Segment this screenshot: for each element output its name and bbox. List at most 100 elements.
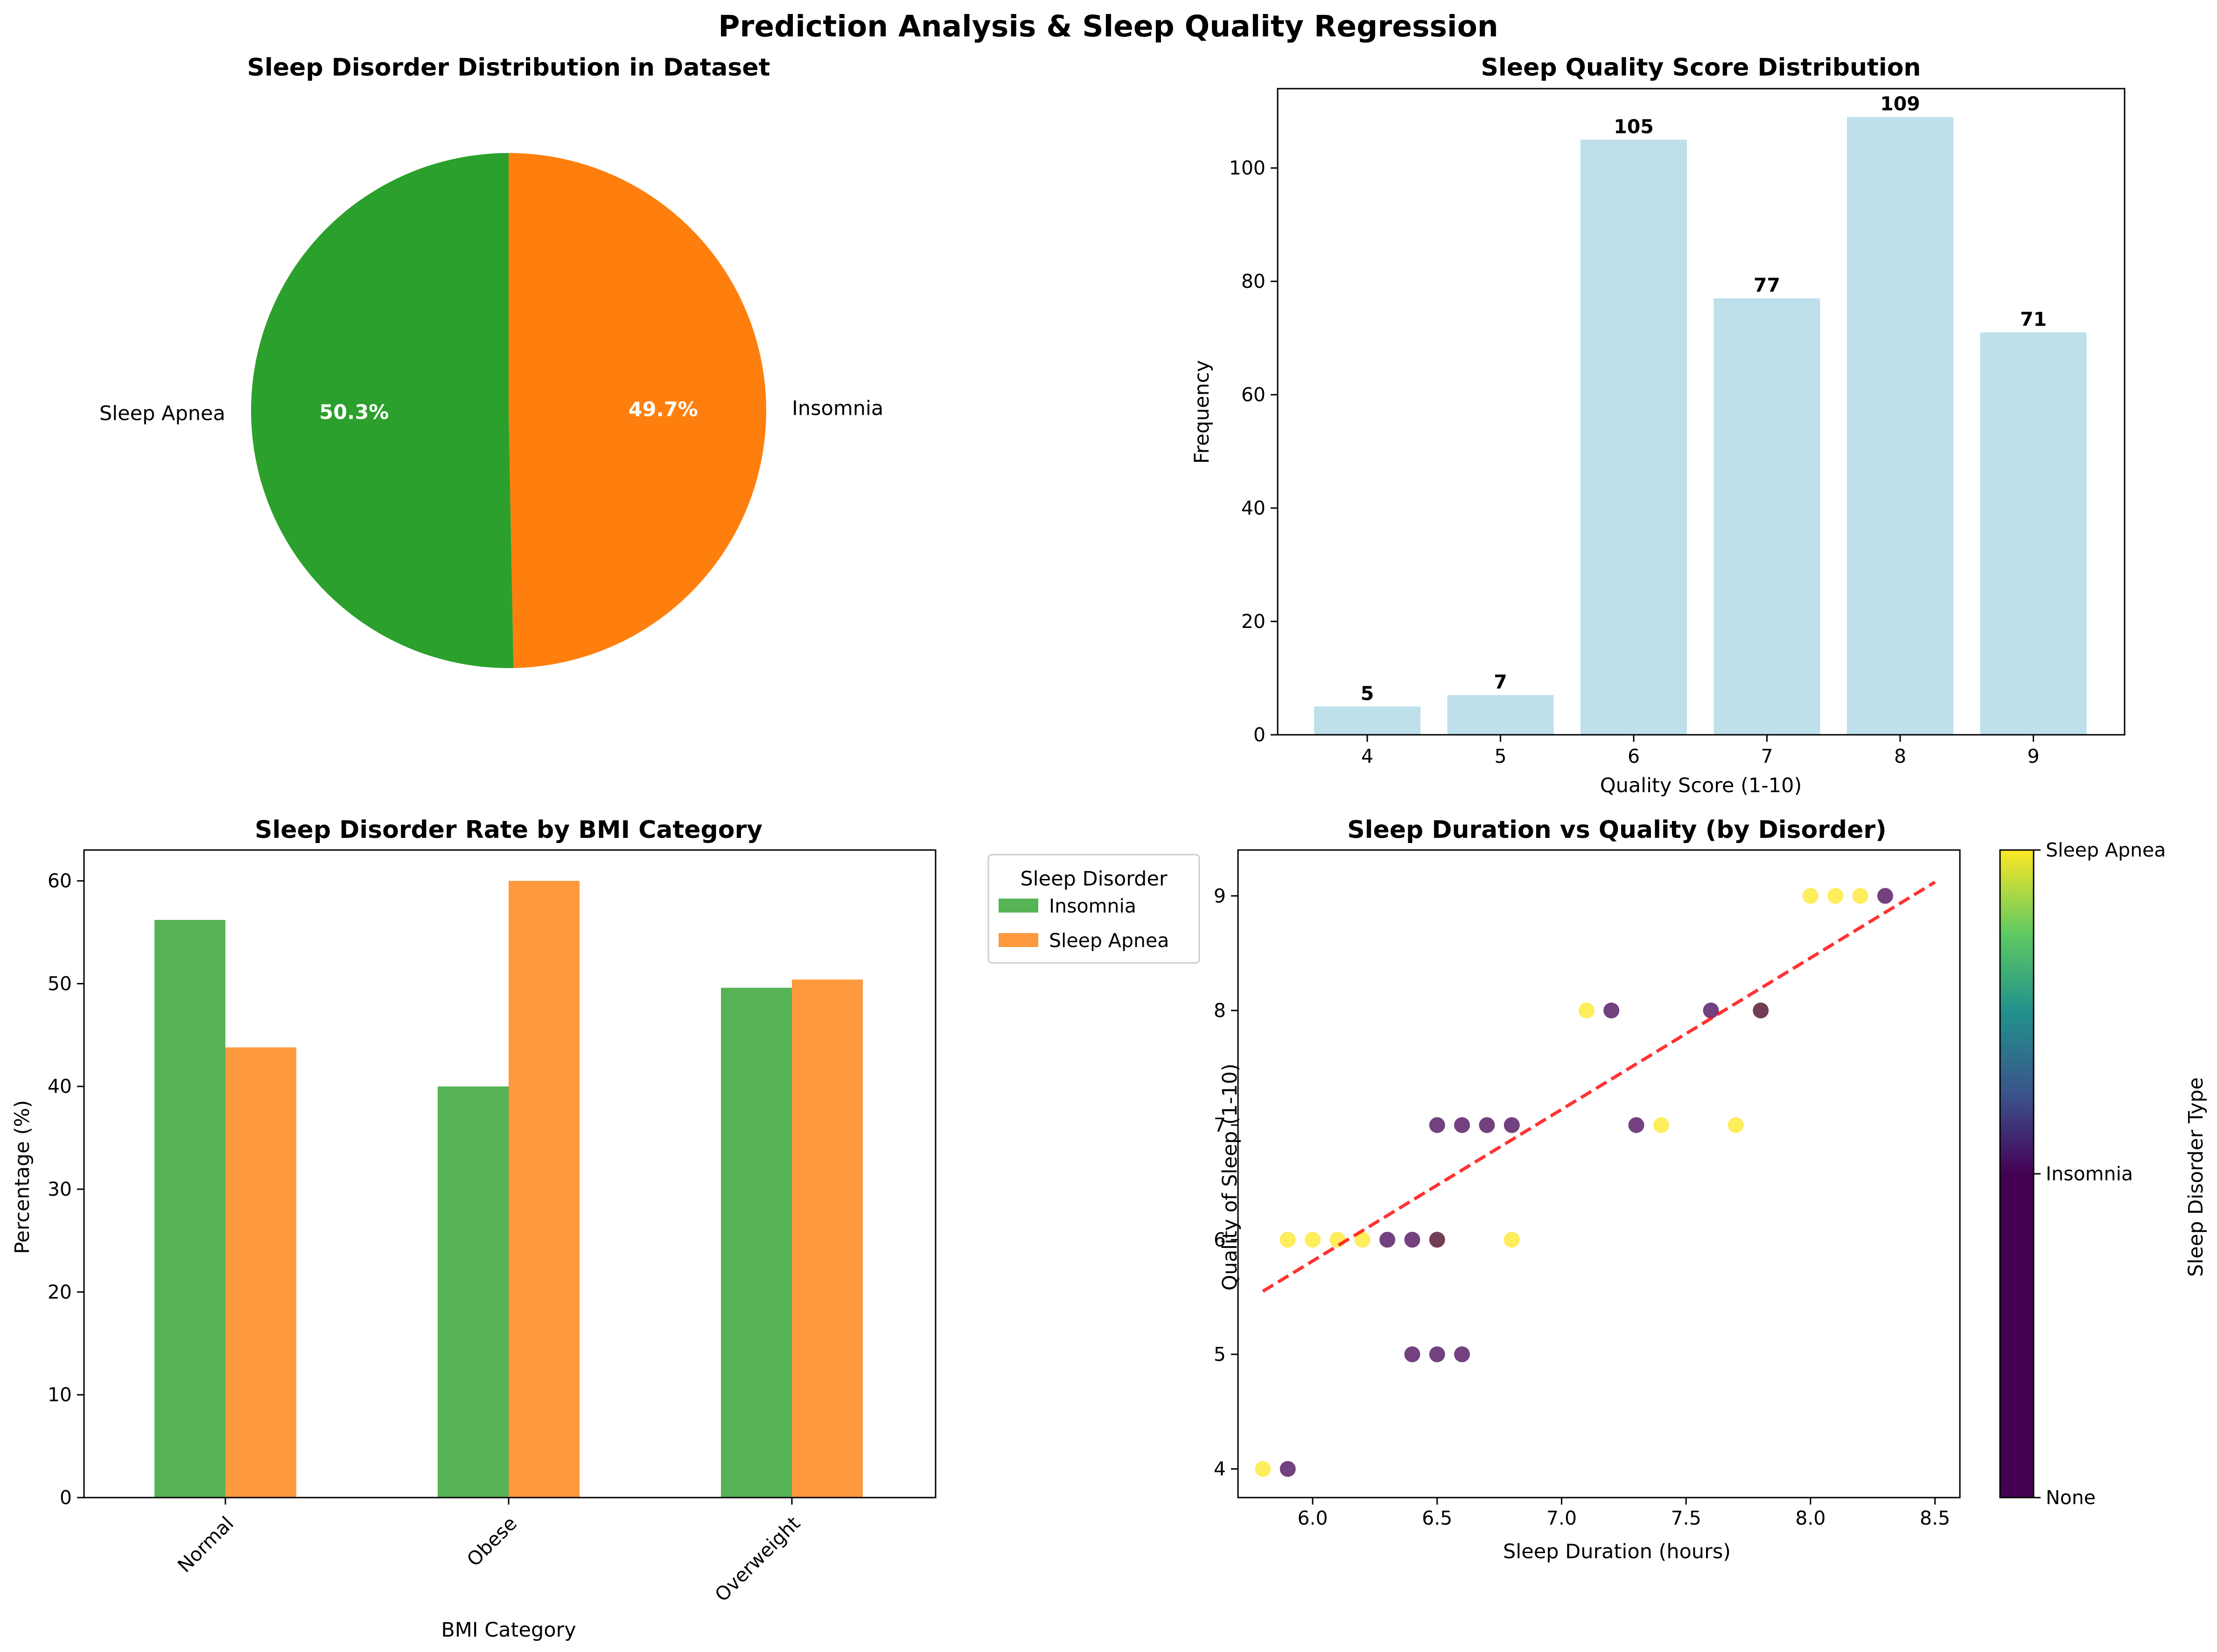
scatter-ytick-label: 9 [1214,885,1226,907]
scatter-point [1827,888,1844,904]
hist-ytick-label: 20 [1241,610,1266,633]
bmi-ytick-label: 60 [48,870,72,892]
scatter-point [1703,1002,1719,1018]
scatter-point [1280,1232,1296,1248]
hist-xtick-label: 7 [1761,745,1773,767]
pie-pct-sleep-apnea: 50.3% [319,401,389,424]
bmi-ytick-label: 40 [48,1075,72,1098]
pie-chart: Sleep Disorder Distribution in Dataset I… [99,54,883,669]
scatter-xtick-label: 7.5 [1671,1507,1701,1529]
scatter-xtick-label: 8.5 [1920,1507,1950,1529]
hist-xtick-label: 9 [2027,745,2039,767]
scatter-axes: 6.0 6.5 7.0 7.5 8.0 8.5 4 5 6 7 8 9 [1214,849,1961,1529]
pie-labels: Insomnia 49.7% Sleep Apnea 50.3% [99,397,883,425]
hist-ytick-label: 0 [1253,724,1266,746]
scatter-point [1603,1002,1620,1018]
bmi-bar-sleep-apnea-overweight [792,979,863,1498]
scatter-point [1404,1346,1420,1362]
scatter-ytick-label: 7 [1214,1114,1226,1136]
hist-bar-6 [1581,139,1687,735]
hist-bar-7 [1713,298,1820,735]
bmi-bar-sleep-apnea-normal [225,1047,296,1498]
scatter-point [1454,1117,1470,1133]
pie-slices [251,153,767,669]
bmi-ytick-label: 10 [48,1384,72,1406]
hist-frame [1277,88,2126,736]
bmi-bar-sleep-apnea-obese [509,881,580,1498]
bmi-xlabel: BMI Category [441,1618,576,1642]
hist-value-label: 5 [1361,682,1374,704]
hist-xtick-label: 8 [1894,745,1906,767]
pie-slice-sleep-apnea [251,153,514,669]
colorbar: None Insomnia Sleep Apnea [1999,839,2166,1509]
bmi-bar-insomnia-obese [438,1086,509,1498]
scatter-point [1280,1461,1296,1477]
scatter-title: Sleep Duration vs Quality (by Disorder) [1347,816,1887,844]
scatter-point [1852,888,1868,904]
hist-value-label: 71 [2020,308,2047,330]
bmi-frame [83,849,937,1499]
legend-swatch-insomnia [999,899,1038,913]
scatter-point [1504,1232,1520,1248]
colorbar-tick-label: Insomnia [2046,1163,2133,1185]
bmi-xtick-label: Obese [462,1512,521,1571]
pie-label-sleep-apnea: Sleep Apnea [99,402,225,425]
legend-swatch-sleep-apnea [999,933,1038,947]
scatter-point [1479,1117,1495,1133]
hist-ytick-label: 100 [1229,157,1266,179]
scatter-xlabel: Sleep Duration (hours) [1503,1540,1731,1563]
scatter-point [1429,1346,1445,1362]
hist-ylabel: Frequency [1190,360,1214,464]
bmi-ylabel: Percentage (%) [11,1100,34,1254]
scatter-point [1329,1232,1346,1248]
bmi-ytick-label: 0 [60,1486,72,1509]
scatter-ytick-label: 5 [1214,1343,1226,1366]
colorbar-tick-label: Sleep Apnea [2046,839,2166,861]
colorbar-gradient [2000,850,2034,1498]
hist-ytick-label: 40 [1241,497,1266,519]
legend-label-sleep-apnea: Sleep Apnea [1049,929,1169,952]
scatter-point [1429,1232,1445,1248]
scatter-xtick-label: 6.5 [1422,1507,1452,1529]
hist-value-label: 77 [1754,274,1780,297]
duration-quality-scatter: Sleep Duration vs Quality (by Disorder) … [1214,816,2208,1563]
hist-bar-8 [1847,117,1953,735]
hist-value-label: 7 [1494,671,1507,693]
scatter-point [1877,888,1893,904]
hist-title: Sleep Quality Score Distribution [1481,54,1921,82]
bmi-bars [154,881,863,1498]
pie-pct-insomnia: 49.7% [629,398,698,421]
scatter-point [1454,1346,1470,1362]
colorbar-label: Sleep Disorder Type [2184,1077,2208,1277]
scatter-point [1753,1002,1769,1018]
scatter-ytick-label: 4 [1214,1458,1226,1480]
scatter-point [1429,1117,1445,1133]
hist-xtick-label: 6 [1628,745,1640,767]
scatter-point [1404,1232,1420,1248]
hist-ytick-label: 60 [1241,383,1266,406]
scatter-xtick-label: 8.0 [1795,1507,1825,1529]
bmi-ytick-label: 20 [48,1281,72,1303]
hist-ytick-label: 80 [1241,270,1266,293]
colorbar-tick-label: None [2046,1486,2096,1509]
scatter-point [1653,1117,1669,1133]
pie-title: Sleep Disorder Distribution in Dataset [247,54,770,82]
scatter-point [1578,1002,1595,1018]
scatter-point [1628,1117,1644,1133]
bmi-bar-insomnia-normal [154,920,225,1498]
scatter-ytick-label: 8 [1214,999,1226,1022]
hist-value-label: 105 [1614,115,1654,138]
hist-bars: 5 7 105 77 109 71 [1314,93,2087,735]
hist-bar-4 [1314,706,1420,735]
legend-label-insomnia: Insomnia [1049,895,1136,917]
hist-xtick-label: 5 [1494,745,1506,767]
bmi-bar-chart: Sleep Disorder Rate by BMI Category Norm… [11,816,1200,1642]
trend-line [1262,880,1936,1293]
hist-axes: 4 5 6 7 8 9 0 20 40 60 80 100 [1229,88,2126,767]
scatter-ytick-label: 6 [1214,1228,1226,1251]
quality-bar-chart: Sleep Quality Score Distribution 5710577… [1190,54,2126,797]
scatter-xtick-label: 6.0 [1297,1507,1328,1529]
scatter-points [1255,880,1936,1477]
scatter-point [1379,1232,1396,1248]
